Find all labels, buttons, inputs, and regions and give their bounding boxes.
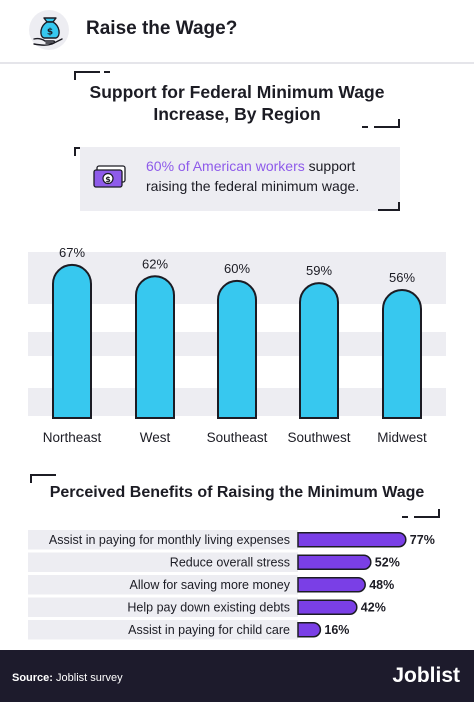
callout-highlight: 60% of American workers <box>146 158 305 174</box>
callout-body: support raising the federal minimum wage… <box>146 158 360 194</box>
source-note: Source: Joblist survey <box>12 672 123 684</box>
bar-category-label: Southeast <box>207 430 268 445</box>
joblist-logo: Joblist <box>392 664 460 687</box>
bar-value-label: 59% <box>306 263 332 278</box>
benefit-value-label: 16% <box>324 623 349 637</box>
benefit-label: Allow for saving more money <box>130 578 291 592</box>
callout-box <box>80 147 400 211</box>
bar-southeast <box>217 279 257 419</box>
bar-category-label: Midwest <box>377 430 427 445</box>
bar-category-label: Southwest <box>287 430 350 445</box>
title-dash-bottom <box>362 126 368 128</box>
bar-southwest <box>299 282 339 419</box>
header: $ Raise the Wage? <box>0 0 474 62</box>
benefit-label: Assist in paying for monthly living expe… <box>49 533 290 547</box>
footer: Source: Joblist survey Joblist <box>0 650 474 702</box>
header-divider <box>0 62 474 64</box>
benefits-bracket-bottom-right <box>414 509 440 518</box>
benefit-row-stripe <box>28 597 298 617</box>
bar-midwest <box>382 289 422 419</box>
svg-text:$: $ <box>47 28 53 38</box>
benefits-bar-chart: Assist in paying for monthly living expe… <box>28 530 435 640</box>
benefit-row-stripe <box>28 530 298 550</box>
title-bracket-bottom-right <box>374 119 400 128</box>
callout-bracket-bottom-right <box>378 202 400 211</box>
bar-west <box>135 275 175 419</box>
bar-value-label: 62% <box>142 256 168 271</box>
benefit-label: Reduce overall stress <box>170 556 290 570</box>
benefit-bar <box>297 532 407 548</box>
svg-text:$: $ <box>105 175 111 184</box>
bar-value-label: 56% <box>389 270 415 285</box>
benefit-bar <box>297 577 366 593</box>
benefit-value-label: 52% <box>375 556 400 570</box>
benefits-dash-bottom <box>402 516 408 518</box>
source-text: Joblist survey <box>52 672 123 684</box>
benefit-row-stripe <box>28 575 298 595</box>
bar-category-label: West <box>140 430 171 445</box>
benefit-value-label: 48% <box>369 578 394 592</box>
title-dash-top <box>104 71 110 73</box>
title-bracket-top-left <box>74 71 100 80</box>
bar-northeast <box>52 263 92 419</box>
benefit-bar <box>297 554 372 570</box>
region-chart-title: Support for Federal Minimum Wage Increas… <box>89 82 385 124</box>
header-title: Raise the Wage? <box>86 18 238 39</box>
bar-value-label: 60% <box>224 261 250 276</box>
benefits-bracket-top-left <box>30 474 56 483</box>
benefit-row-stripe <box>28 620 298 640</box>
bar-category-label: Northeast <box>43 430 102 445</box>
region-bar-chart: 67% Northeast 62% West 60% Southeast 59% Southw… <box>28 245 446 445</box>
benefit-row-stripe <box>28 552 298 572</box>
benefit-bar <box>297 622 322 638</box>
benefit-bar <box>297 599 358 615</box>
benefit-label: Assist in paying for child care <box>128 623 290 637</box>
source-label: Source: <box>12 672 53 684</box>
callout-text: 60% of American workers support raising … <box>146 156 394 196</box>
benefits-chart-title: Perceived Benefits of Raising the Minimu… <box>49 484 425 501</box>
dollar-bill-icon: $ <box>93 165 126 188</box>
hand-money-bag-icon: $ <box>29 10 69 50</box>
bar-value-label: 67% <box>59 245 85 260</box>
benefit-label: Help pay down existing debts <box>127 601 290 615</box>
benefit-value-label: 42% <box>361 601 386 615</box>
benefit-value-label: 77% <box>410 533 435 547</box>
